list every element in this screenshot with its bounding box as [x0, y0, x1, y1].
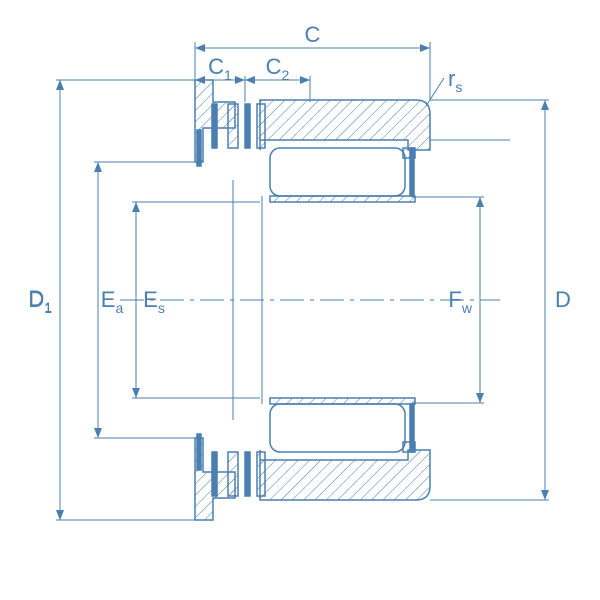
svg-text:rs: rs — [448, 66, 462, 95]
svg-text:Es: Es — [143, 287, 165, 316]
svg-text:C2: C2 — [266, 54, 290, 83]
svg-text:C1: C1 — [208, 54, 232, 83]
svg-text:D: D — [555, 287, 571, 312]
svg-text:C: C — [305, 22, 321, 47]
svg-text:D1: D1 — [28, 287, 52, 316]
svg-text:Ea: Ea — [101, 287, 124, 316]
bearing-cross-section-diagram: CC1C2rsD1D1EaEsFwD — [0, 0, 600, 600]
svg-text:Fw: Fw — [448, 287, 472, 316]
